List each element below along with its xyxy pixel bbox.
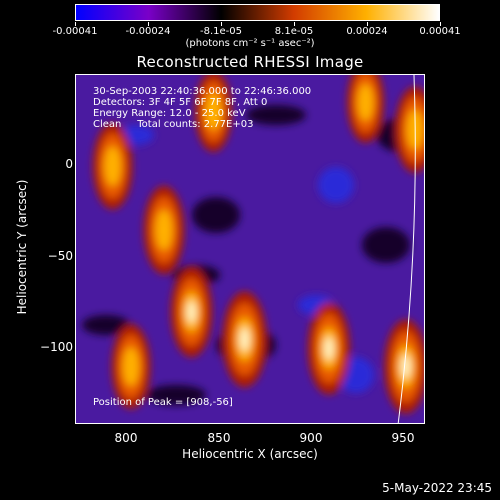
- annotation-detectors: Detectors: 3F 4F 5F 6F 7F 8F, Att 0: [93, 97, 268, 108]
- heatmap-dark-patch: [246, 105, 306, 125]
- heatmap-bright-region: [104, 146, 121, 186]
- colorbar-tick-label: 8.1e-05: [274, 26, 314, 37]
- solar-limb-line: [397, 75, 416, 423]
- x-tick-label: 950: [391, 431, 415, 445]
- colorbar-tick-label: -8.1e-05: [200, 26, 242, 37]
- colorbar-tick-label: -0.00041: [52, 26, 98, 37]
- heatmap-dark-patch: [318, 167, 354, 203]
- heatmap-dark-patch: [192, 197, 240, 233]
- annotation-time: 30-Sep-2003 22:40:36.000 to 22:46:36.000: [93, 86, 312, 97]
- heatmap-bright-region: [186, 300, 197, 324]
- colorbar-tick: [148, 22, 149, 26]
- annotation-energy: Energy Range: 12.0 - 25.0 keV: [93, 108, 246, 119]
- colorbar-tick: [367, 22, 368, 26]
- colorbar-tick: [294, 22, 295, 26]
- colorbar: [75, 4, 440, 21]
- heatmap-dark-patch: [362, 227, 410, 263]
- colorbar-unit: (photons cm⁻² s⁻¹ asec⁻²): [185, 38, 315, 49]
- colorbar-tick-label: -0.00024: [125, 26, 171, 37]
- plot-area: [75, 74, 425, 424]
- x-axis-label: Heliocentric X (arcsec): [182, 447, 318, 461]
- y-tick-label: −100: [40, 340, 73, 354]
- heatmap-dark-patch: [82, 315, 130, 335]
- heatmap-bright-region: [357, 83, 374, 121]
- heatmap-dark-patch: [146, 385, 206, 405]
- y-tick-label: −50: [47, 249, 73, 263]
- chart-title: Reconstructed RHESSI Image: [136, 53, 364, 71]
- heatmap-bright-region: [400, 354, 411, 379]
- heatmap: [76, 75, 424, 423]
- heatmap-bright-region: [205, 92, 221, 130]
- peak-position-label: Position of Peak = [908,-56]: [93, 397, 233, 408]
- y-tick-label: 0: [65, 157, 73, 171]
- x-tick-label: 900: [299, 431, 323, 445]
- heatmap-bright-region: [239, 327, 250, 352]
- heatmap-bright-region: [155, 209, 173, 251]
- colorbar-tick-label: 0.00041: [419, 26, 461, 37]
- colorbar-tick: [440, 22, 441, 26]
- x-tick-label: 800: [114, 431, 138, 445]
- annotation-counts: Clean Total counts: 2.77E+03: [93, 119, 254, 130]
- heatmap-bright-region: [324, 336, 334, 360]
- timestamp: 5-May-2022 23:45: [382, 481, 492, 495]
- colorbar-tick-label: 0.00024: [346, 26, 388, 37]
- colorbar-tick: [75, 22, 76, 26]
- y-axis-label: Heliocentric Y (arcsec): [15, 179, 29, 315]
- x-tick-label: 850: [207, 431, 231, 445]
- colorbar-tick: [221, 22, 222, 26]
- heatmap-bright-region: [123, 347, 139, 387]
